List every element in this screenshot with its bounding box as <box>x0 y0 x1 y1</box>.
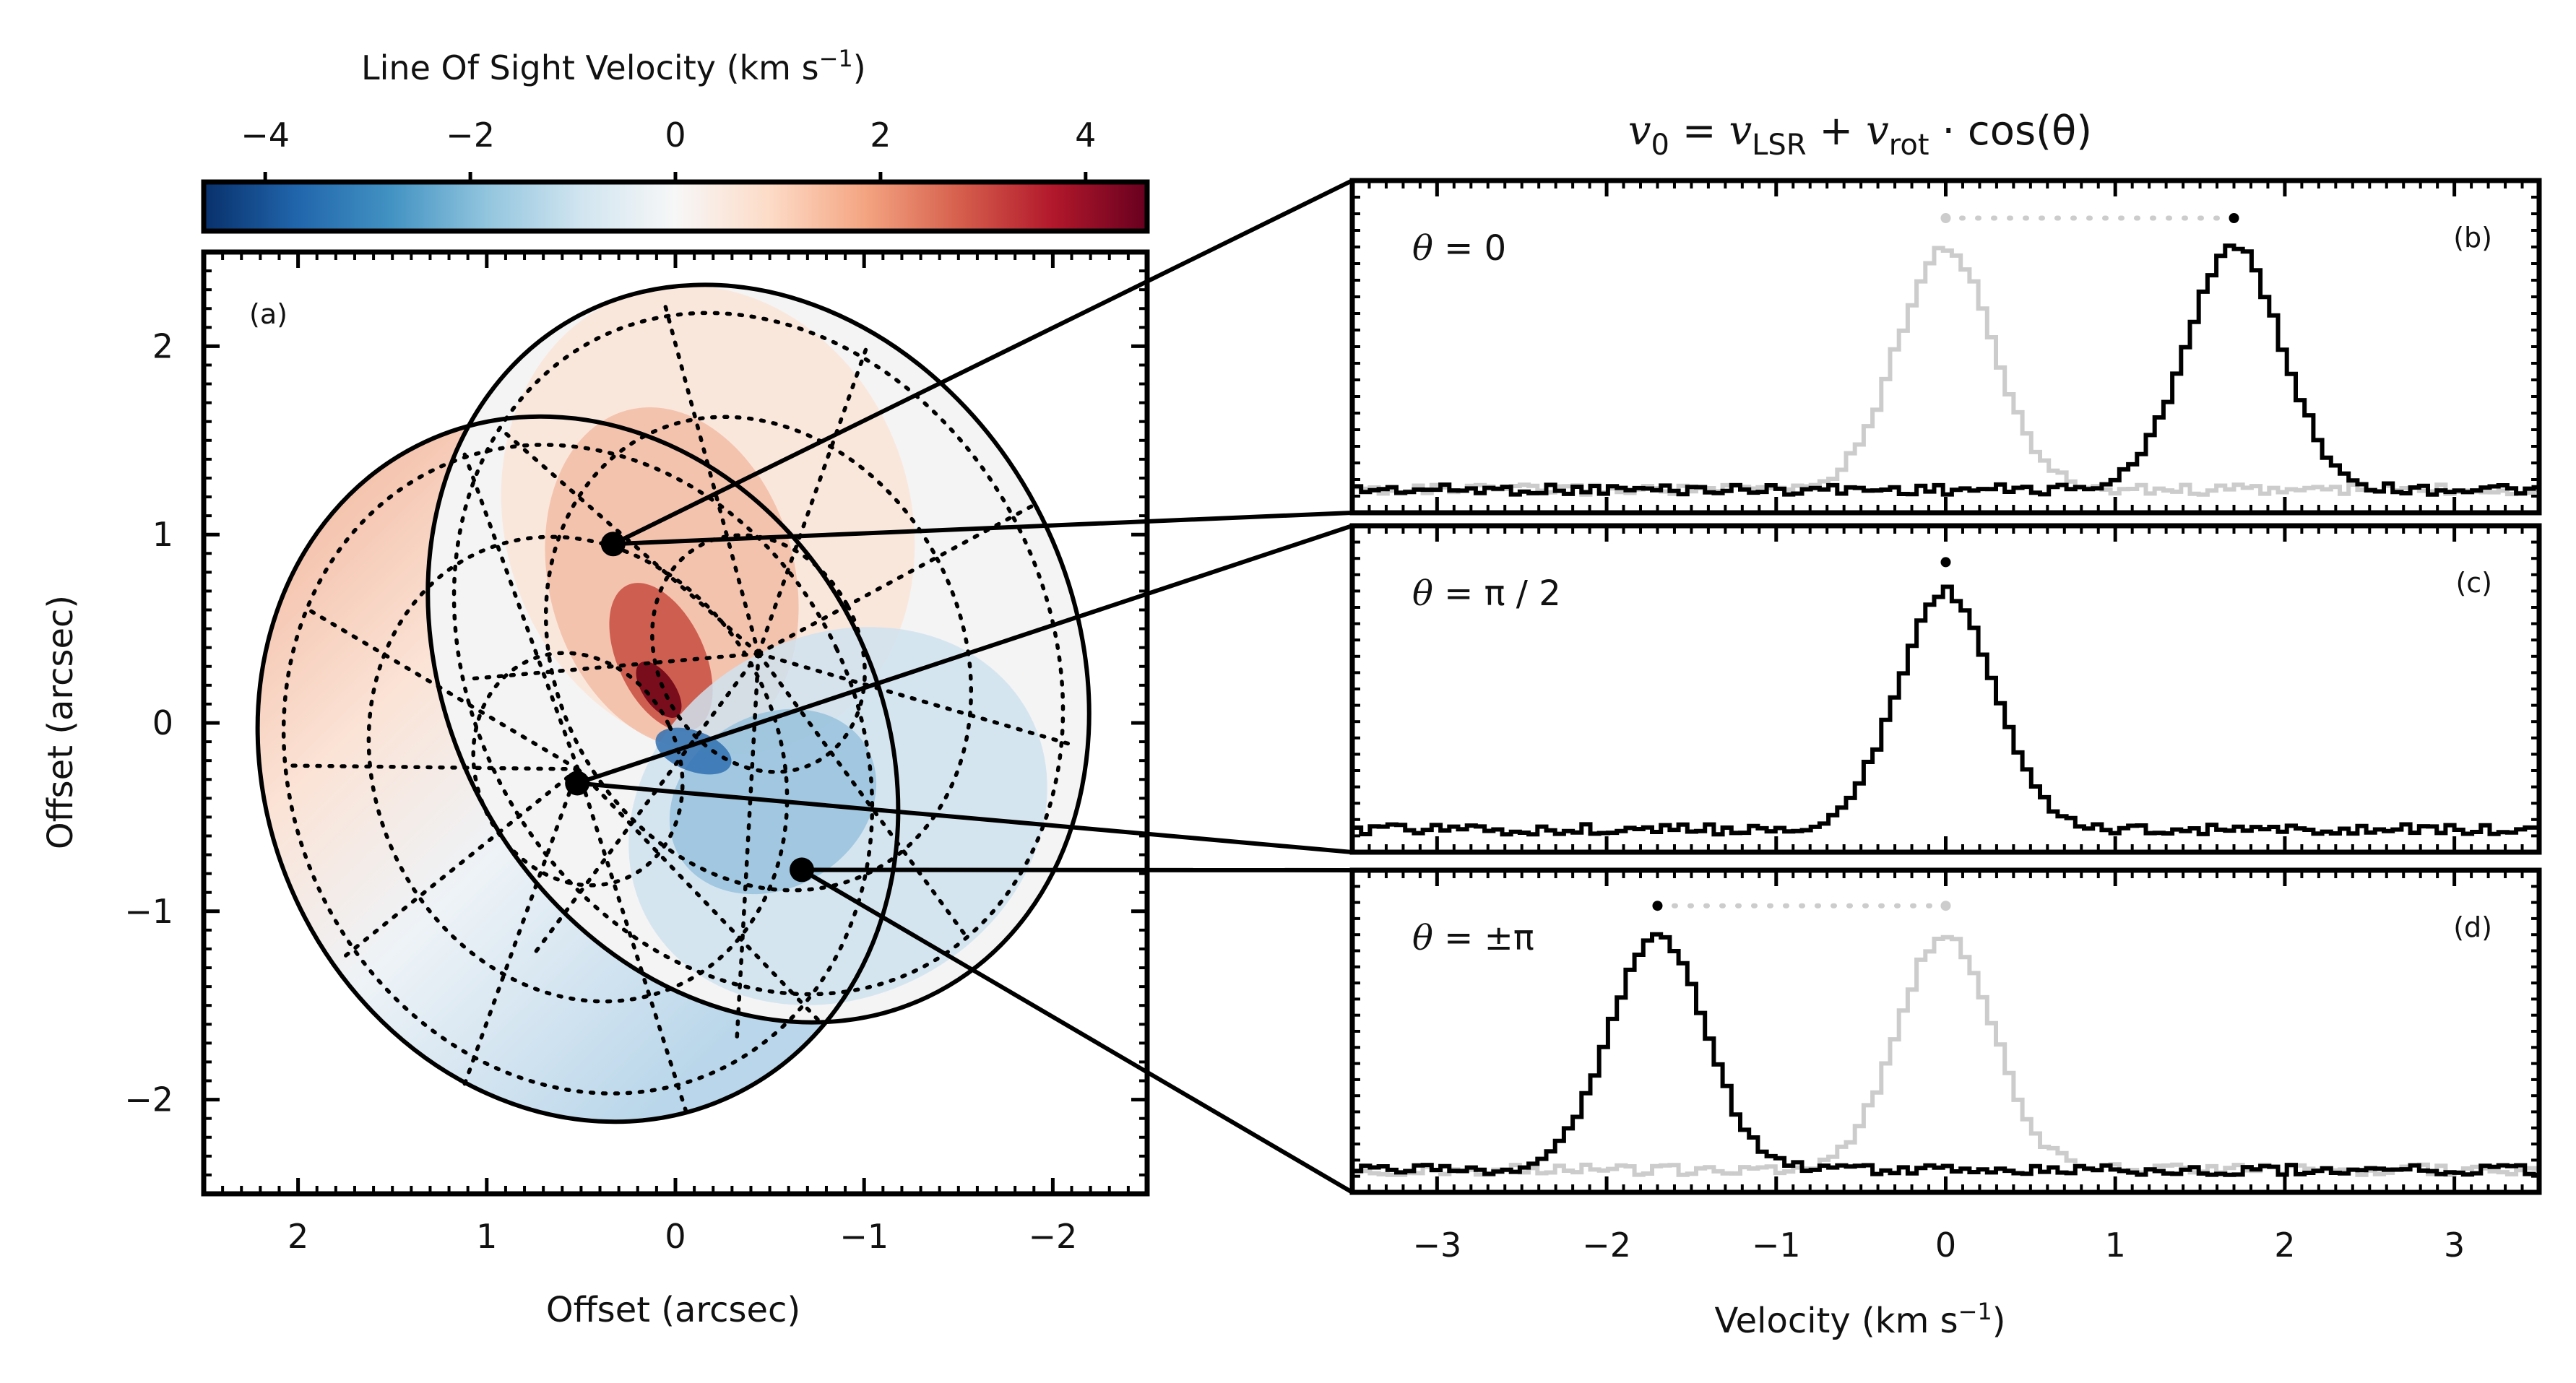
spectrum-line <box>1352 932 2539 1177</box>
connector-line <box>576 524 1353 786</box>
connector-lines <box>576 178 1354 1195</box>
spectrum-x-tick-label: 0 <box>1935 1226 1956 1265</box>
colorbar-ticks <box>263 172 1088 182</box>
reference-spectrum-line <box>1352 935 2539 1177</box>
map-x-tick-label: 0 <box>665 1217 686 1256</box>
map-x-axis-label: Offset (arcsec) <box>546 1290 800 1330</box>
spectrum-x-tick-label: 2 <box>2274 1226 2295 1265</box>
colorbar-tick-labels: −4 −2 0 2 4 <box>241 116 1096 155</box>
disk-grid <box>281 301 1071 1114</box>
reference-peak-marker <box>1940 213 1951 223</box>
theta-label: θ = 0 <box>1412 228 1506 269</box>
spectrum-panel-d: θ = ±π (d) <box>1349 867 2542 1195</box>
colorbar-tick-label: 0 <box>665 116 686 155</box>
map-y-tick-label: 1 <box>152 515 173 554</box>
map-panel: 2 1 0 −1 −2 2 1 0 −1 −2 (a) Offset (arcsec) Offs… <box>40 249 1150 1330</box>
colorbar-tick-label: 4 <box>1075 116 1096 155</box>
spectra-x-axis-label: Velocity (km s−1) <box>1714 1298 2005 1341</box>
connector-line <box>613 511 1353 547</box>
spectrum-frame <box>1349 178 2542 516</box>
map-y-tick-label: −1 <box>124 892 173 931</box>
connector-line <box>612 178 1354 546</box>
spectra-panels: θ = 0 (b) θ = π / 2 (c) θ = ±π (d) <box>1349 178 2542 1195</box>
connector-line <box>800 867 1354 1195</box>
spectrum-x-tick-label: −1 <box>1752 1226 1801 1265</box>
colorbar-tick-label: −2 <box>446 116 495 155</box>
panel-label: (d) <box>2453 911 2492 943</box>
colorbar: Line Of Sight Velocity (km s−1) −4 −2 0 2 4 <box>201 45 1150 234</box>
disk-map <box>255 282 1092 1124</box>
map-x-tick-label: 1 <box>476 1217 497 1256</box>
panel-label: (c) <box>2455 567 2492 599</box>
reference-peak-marker <box>1940 901 1951 911</box>
map-y-tick-label: 0 <box>152 703 173 742</box>
map-y-tick-label: 2 <box>152 326 173 365</box>
point-d-marker <box>790 857 815 883</box>
theta-label: θ = π / 2 <box>1412 573 1561 614</box>
colorbar-label: Line Of Sight Velocity (km s−1) <box>361 45 866 87</box>
point-c-marker <box>565 771 590 796</box>
map-x-tick-labels: 2 1 0 −1 −2 <box>288 1217 1077 1256</box>
spectrum-x-tick-label: 1 <box>2105 1226 2126 1265</box>
spectrum-panel-c: θ = π / 2 (c) <box>1349 523 2542 855</box>
colorbar-bar <box>201 179 1150 234</box>
spectrum-panel-b: θ = 0 (b) <box>1349 178 2542 516</box>
map-markers <box>565 532 815 883</box>
connector-line <box>576 781 1353 854</box>
map-y-tick-labels: 2 1 0 −1 −2 <box>124 326 173 1119</box>
colorbar-tick-label: 2 <box>870 116 891 155</box>
disk-outlines <box>255 282 1092 1124</box>
peak-marker <box>1652 901 1663 911</box>
spectra-x-tick-labels: −3 −2 −1 0 1 2 3 <box>1412 1226 2465 1265</box>
map-ticks <box>202 251 1149 1195</box>
peak-marker <box>1940 557 1951 568</box>
spectrum-x-tick-label: 3 <box>2444 1226 2465 1265</box>
panel-label: (b) <box>2453 222 2492 253</box>
map-panel-label: (a) <box>249 298 288 330</box>
spectrum-line <box>1352 584 2539 837</box>
point-b-marker <box>600 532 626 557</box>
map-y-tick-label: −2 <box>124 1080 173 1119</box>
theta-label: θ = ±π <box>1412 918 1534 958</box>
colorbar-tick-label: −4 <box>241 116 290 155</box>
map-x-tick-label: −1 <box>839 1217 889 1256</box>
spectrum-x-tick-label: −2 <box>1582 1226 1631 1265</box>
map-y-axis-label: Offset (arcsec) <box>40 595 81 849</box>
peak-marker <box>2229 213 2239 223</box>
spectrum-x-tick-label: −3 <box>1412 1226 1461 1265</box>
map-x-tick-label: 2 <box>288 1217 308 1256</box>
reference-spectrum-line <box>1352 246 2539 497</box>
equation-title: v0 = vLSR + vrot · cos(θ) <box>1628 108 2092 162</box>
spectrum-line <box>1352 243 2539 497</box>
map-x-tick-label: −2 <box>1028 1217 1077 1256</box>
